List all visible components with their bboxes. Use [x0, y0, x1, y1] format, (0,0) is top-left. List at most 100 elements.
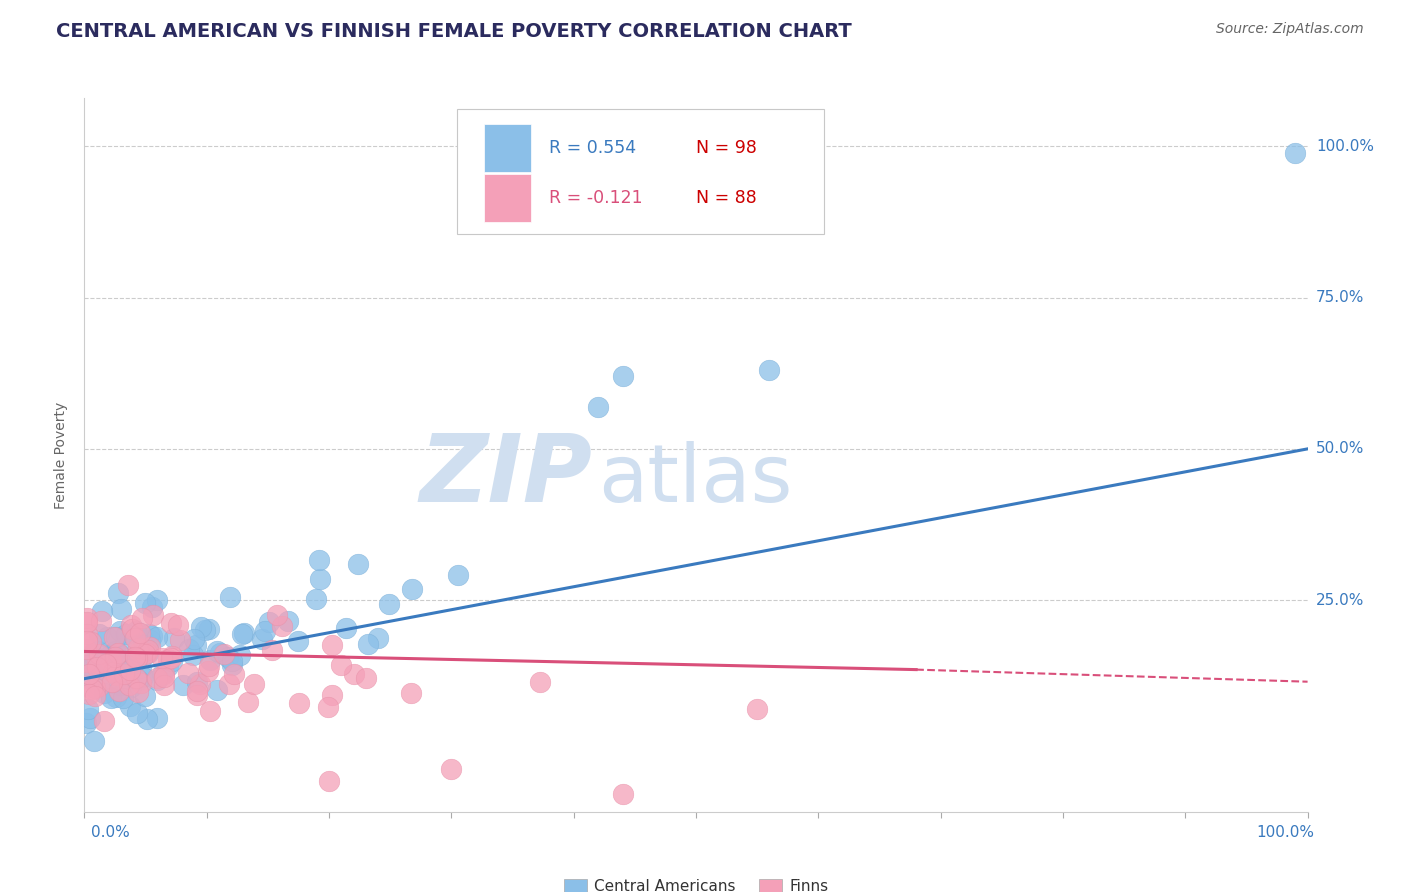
Point [75, 642, 97, 657]
Point [105, 668, 128, 682]
Point [440, 763, 463, 777]
Point [179, 642, 201, 657]
Point [586, 400, 609, 414]
Point [257, 615, 280, 630]
Point [124, 631, 146, 645]
Text: 100.0%: 100.0% [1316, 139, 1374, 154]
Point [80, 647, 103, 661]
Point [125, 671, 148, 685]
Point [321, 638, 343, 652]
Point [141, 629, 163, 643]
Point [125, 706, 148, 720]
Point [167, 618, 190, 632]
Point [100, 691, 122, 706]
Point [101, 665, 124, 679]
Point [87, 644, 110, 658]
Point [135, 712, 157, 726]
Point [612, 369, 634, 384]
Point [401, 582, 423, 596]
Point [127, 651, 149, 665]
Point [447, 568, 470, 582]
FancyBboxPatch shape [457, 109, 824, 234]
Point [153, 678, 176, 692]
Point [217, 649, 239, 664]
Text: 25.0%: 25.0% [1316, 592, 1364, 607]
Point [127, 640, 149, 655]
Point [262, 643, 284, 657]
Point [146, 592, 169, 607]
Point [134, 689, 156, 703]
Point [354, 671, 377, 685]
Point [115, 655, 138, 669]
Point [77, 687, 100, 701]
Point [232, 626, 254, 640]
Point [134, 637, 156, 651]
Bar [484, 174, 531, 222]
Point [107, 586, 129, 600]
Point [111, 690, 134, 705]
Point [80, 681, 103, 696]
Point [87, 662, 110, 676]
Point [190, 620, 212, 634]
Point [132, 632, 155, 647]
Point [163, 632, 186, 646]
Point [222, 667, 245, 681]
Point [612, 787, 634, 801]
Point [96, 630, 118, 644]
Point [146, 671, 169, 685]
Point [82, 656, 104, 670]
Point [118, 632, 141, 646]
Point [212, 648, 235, 662]
Point [308, 553, 330, 567]
Point [142, 607, 165, 622]
Point [139, 632, 162, 647]
Point [76, 615, 98, 630]
Point [80, 634, 103, 648]
Text: 50.0%: 50.0% [1316, 442, 1364, 457]
Text: atlas: atlas [598, 441, 793, 519]
Point [103, 630, 125, 644]
Point [357, 637, 380, 651]
Point [347, 557, 370, 571]
Point [197, 622, 219, 636]
Point [136, 646, 159, 660]
Point [401, 686, 423, 700]
Point [129, 676, 152, 690]
Point [308, 572, 330, 586]
Point [378, 597, 401, 611]
Point [117, 578, 139, 592]
Point [253, 624, 276, 638]
Point [128, 645, 150, 659]
Point [150, 667, 173, 681]
Point [198, 659, 221, 673]
Y-axis label: Female Poverty: Female Poverty [55, 401, 69, 508]
Point [186, 675, 208, 690]
Point [104, 644, 127, 658]
Point [134, 596, 156, 610]
Point [131, 611, 153, 625]
Point [105, 630, 128, 644]
Point [93, 714, 115, 729]
Point [160, 615, 183, 630]
Point [104, 650, 127, 665]
Point [197, 665, 219, 679]
Point [157, 652, 180, 666]
Point [114, 626, 136, 640]
Point [84, 681, 107, 696]
Point [80, 672, 103, 686]
Point [141, 600, 163, 615]
Point [252, 632, 274, 646]
Point [83, 689, 105, 703]
Point [110, 624, 132, 639]
Point [136, 646, 159, 660]
Point [87, 627, 110, 641]
Point [120, 618, 142, 632]
Point [152, 670, 174, 684]
Bar [484, 124, 531, 172]
Point [529, 675, 551, 690]
Point [198, 653, 221, 667]
Point [316, 700, 339, 714]
Text: ZIP: ZIP [419, 430, 592, 523]
Point [162, 649, 184, 664]
Text: CENTRAL AMERICAN VS FINNISH FEMALE POVERTY CORRELATION CHART: CENTRAL AMERICAN VS FINNISH FEMALE POVER… [56, 22, 852, 41]
